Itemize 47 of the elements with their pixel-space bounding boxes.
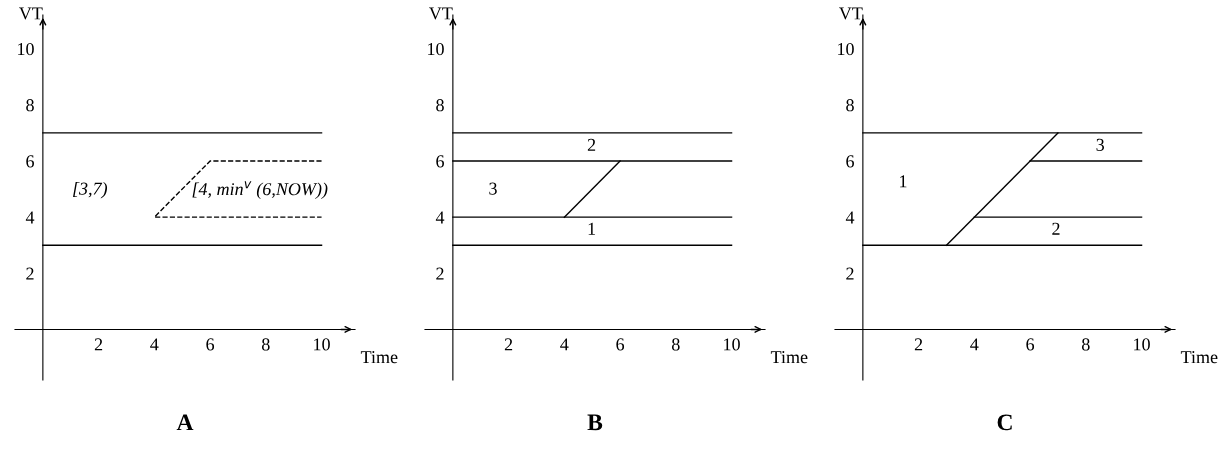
y-tick-label: 8 bbox=[436, 99, 444, 112]
x-tick-label: 10 bbox=[314, 338, 330, 351]
annotation: 2 bbox=[1052, 222, 1060, 235]
x-tick-label: 8 bbox=[261, 338, 270, 351]
y-tick-label: 6 bbox=[436, 155, 444, 168]
x-tick-label: 2 bbox=[504, 338, 513, 351]
y-tick-label: 10 bbox=[428, 42, 444, 56]
x-tick-label: 6 bbox=[1026, 338, 1035, 351]
y-tick-label: 6 bbox=[846, 155, 854, 168]
y-tick-label: 2 bbox=[846, 267, 854, 280]
x-tick-label: 10 bbox=[1134, 338, 1150, 351]
y-axis-title: VT bbox=[429, 7, 453, 20]
annotation: 3 bbox=[489, 182, 497, 195]
y-axis-title: VT bbox=[19, 7, 43, 20]
y-tick-label: 2 bbox=[436, 267, 444, 280]
x-tick-label: 4 bbox=[970, 338, 979, 351]
x-tick-label: 6 bbox=[616, 338, 625, 351]
x-axis-title: Time bbox=[770, 351, 808, 364]
y-tick-label: 4 bbox=[845, 211, 855, 224]
annotation: 1 bbox=[900, 175, 907, 188]
y-tick-label: 10 bbox=[838, 42, 854, 56]
y-tick-label: 4 bbox=[435, 211, 445, 224]
y-axis-title: VT bbox=[839, 7, 863, 20]
x-axis-title: Time bbox=[360, 351, 398, 364]
x-tick-label: 2 bbox=[914, 338, 923, 351]
y-tick-label: 8 bbox=[26, 99, 34, 112]
y-tick-label: 4 bbox=[25, 211, 35, 224]
y-tick-label: 10 bbox=[18, 42, 34, 56]
x-tick-label: 2 bbox=[94, 338, 103, 351]
annotation: 2 bbox=[587, 138, 596, 151]
text: C bbox=[997, 414, 1012, 431]
text: A bbox=[176, 414, 194, 431]
y-tick-label: 6 bbox=[26, 155, 34, 168]
text: B bbox=[587, 414, 603, 431]
x-tick-label: 8 bbox=[671, 338, 680, 351]
annotation: 3 bbox=[1096, 138, 1105, 151]
x-tick-label: 4 bbox=[150, 338, 159, 351]
x-tick-label: 8 bbox=[1081, 338, 1090, 351]
y-tick-label: 8 bbox=[846, 99, 854, 112]
annotation: [3,7) bbox=[73, 182, 108, 199]
x-tick-label: 10 bbox=[724, 338, 740, 351]
x-tick-label: 6 bbox=[206, 338, 215, 351]
x-axis-title: Time bbox=[1180, 351, 1218, 364]
annotation: 1 bbox=[588, 222, 596, 235]
x-tick-label: 4 bbox=[560, 338, 569, 351]
y-tick-label: 2 bbox=[26, 267, 34, 280]
annotation: [4, min$^{v}$ (6,NOW)) bbox=[192, 181, 328, 199]
